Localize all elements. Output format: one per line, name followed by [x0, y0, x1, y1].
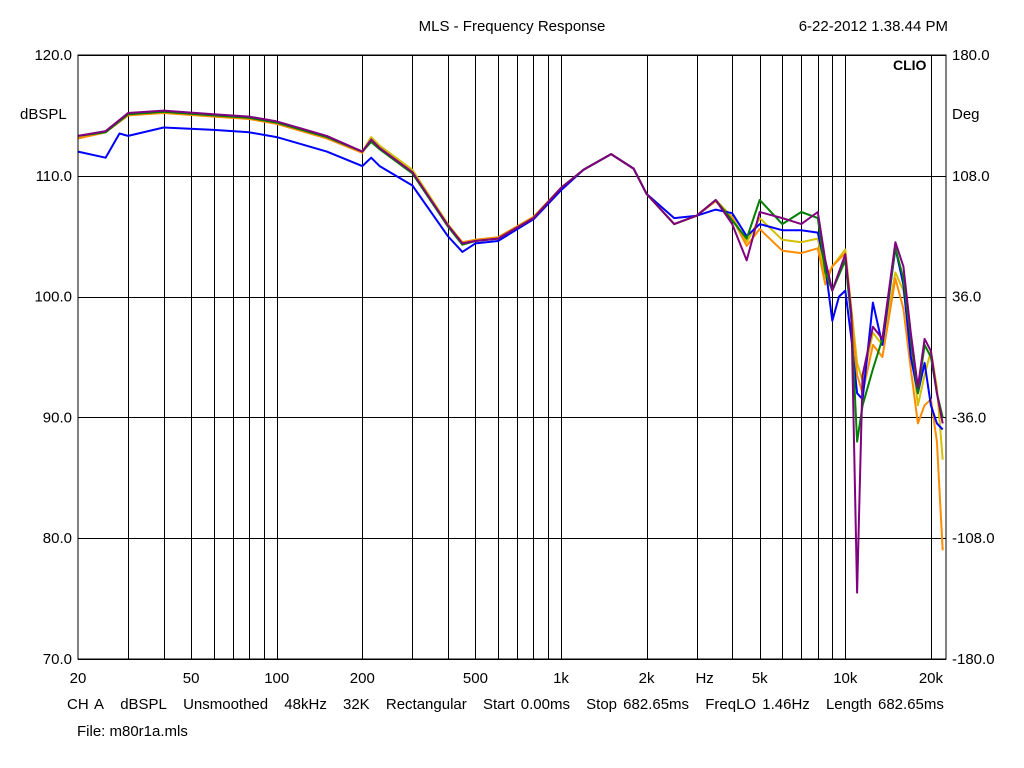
y2-tick-label: -180.0	[952, 651, 995, 668]
timestamp: 6-22-2012 1.38.44 PM	[798, 18, 948, 35]
y-tick-label: 100.0	[34, 289, 72, 306]
x-tick-label: 1k	[553, 670, 569, 687]
y-tick-label: 120.0	[34, 47, 72, 64]
x-tick-label: 500	[463, 670, 488, 687]
footer-size: 32K	[343, 696, 370, 713]
x-tick-label: 10k	[833, 670, 858, 687]
series-line-4	[77, 110, 944, 443]
y-axis-label-right: Deg	[952, 106, 980, 123]
y-tick-label: 70.0	[43, 651, 72, 668]
series-line-3	[77, 126, 944, 431]
y-tick-label: 80.0	[43, 530, 72, 547]
chart-title: MLS - Frequency Response	[418, 18, 606, 35]
x-axis-unit-label: Hz	[695, 670, 713, 687]
y2-tick-label: 36.0	[952, 289, 981, 306]
y2-tick-label: 108.0	[952, 168, 990, 185]
status-footer: CH A dBSPL Unsmoothed 48kHz 32K Rectangu…	[67, 696, 954, 713]
series-line-2	[77, 112, 944, 551]
curves	[77, 109, 944, 594]
x-tick-label: 100	[264, 670, 289, 687]
footer-stop: Stop 682.65ms	[586, 696, 690, 713]
plot-frame	[77, 54, 947, 660]
x-tick-label: 2k	[639, 670, 655, 687]
series-line-5	[77, 109, 944, 594]
footer-unit: dBSPL	[120, 696, 167, 713]
y2-tick-label: -108.0	[952, 530, 995, 547]
clio-logo: CLIO	[893, 57, 927, 73]
x-tick-label: 50	[183, 670, 200, 687]
footer-length: Length 682.65ms	[825, 696, 944, 713]
x-tick-label: 20k	[919, 670, 944, 687]
grid	[78, 55, 946, 660]
footer-channel: CH A	[67, 696, 105, 713]
x-tick-label: 200	[350, 670, 375, 687]
y-axis-label-left: dBSPL	[20, 106, 67, 123]
footer-window: Rectangular	[385, 696, 467, 713]
footer-smoothing: Unsmoothed	[183, 696, 269, 713]
y-tick-label: 90.0	[43, 409, 72, 426]
x-tick-label: 5k	[752, 670, 768, 687]
x-tick-label: 20	[70, 670, 87, 687]
y2-tick-label: 180.0	[952, 47, 990, 64]
series-line-1	[77, 110, 944, 460]
footer-start: Start 0.00ms	[482, 696, 570, 713]
y2-tick-label: -36.0	[952, 409, 986, 426]
footer-freqlo: FreqLO 1.46Hz	[705, 696, 810, 713]
file-name: File: m80r1a.mls	[77, 723, 188, 740]
tick-labels: 120.0 110.0 100.0 90.0 80.0 70.0 180.0 108.0 36.…	[34, 47, 994, 687]
y-tick-label: 110.0	[36, 168, 72, 185]
footer-sample-rate: 48kHz	[284, 696, 327, 713]
